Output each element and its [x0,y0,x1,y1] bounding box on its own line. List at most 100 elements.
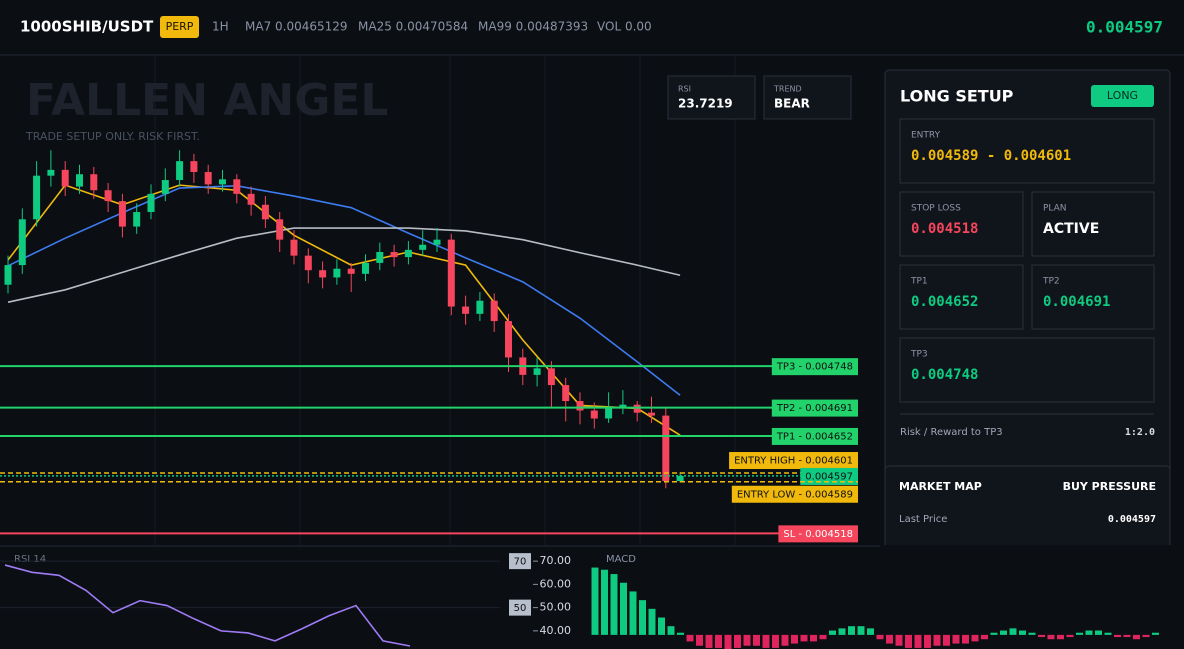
macd-bar [810,634,817,642]
plan-value: ACTIVE [1043,221,1099,237]
macd-bar [838,628,846,635]
candle-body [447,239,455,307]
candle-body [204,172,212,185]
macd-bar [1038,634,1045,638]
candle-body [605,408,613,419]
level-tag-bg [731,485,858,503]
candle-body [276,219,284,240]
candle-body [104,190,112,202]
tp3-label: TP3 [910,350,928,360]
macd-bar [1019,630,1026,635]
macd-bar [800,634,808,642]
macd-bar [648,608,656,635]
ma7-readout: MA7 0.00465129 [245,20,348,34]
sl-card [899,191,1024,257]
interval[interactable]: 1H [212,20,229,34]
candle-body [176,161,184,181]
candle-body [404,249,412,258]
sl-label: STOP LOSS [911,204,961,214]
sl-value: 0.004518 [911,221,978,237]
last-price: 0.004597 [1086,18,1163,37]
macd-bar [971,634,979,642]
rr-label: Risk / Reward to TP3 [900,427,1003,438]
candle-body [433,239,441,245]
tp1-label: TP1 [910,277,928,287]
rsi-level-tag: 50 [514,603,527,614]
macd-bar [620,582,627,635]
macd-bar [990,632,998,635]
level-tag: ENTRY LOW - 0.004589 [737,489,853,500]
macd-bar [724,634,732,649]
macd-bar [848,626,855,635]
trend-box-value: BEAR [774,97,810,111]
entry-range: 0.004589 - 0.004601 [911,148,1071,164]
perp-badge: PERP [166,20,194,33]
candle-body [476,300,484,314]
trend-box-label: TREND [773,85,802,94]
macd-bar [667,626,675,635]
candle-body [161,180,169,194]
candle-body [4,265,12,285]
price-chart: TP3 - 0.004748 TP2 - 0.004691 TP1 - 0.0046… [0,150,858,543]
candle-body [648,412,655,416]
level-tag-bg [771,427,858,445]
level-tag: ENTRY HIGH - 0.004601 [734,456,853,467]
macd-bar [772,634,779,648]
rr-value: 1:2.0 [1125,427,1155,438]
perp-badge-bg [160,16,199,38]
macd-bar [867,628,874,635]
macd-bar [791,634,798,644]
level-tag: TP3 - 0.004748 [776,362,853,373]
macd-bar [696,634,703,646]
ma25-readout: MA25 0.00470584 [358,20,468,34]
macd-bar [1000,630,1007,635]
macd-bar [1009,628,1017,635]
candle-body [533,368,541,375]
candle-body [247,193,255,205]
level-tag-bg [800,467,858,485]
macd-bar [876,634,884,640]
y-tick-label: 70.00 [540,554,572,567]
entry-label: ENTRY [911,131,941,141]
watermark-subtitle: TRADE SETUP ONLY. RISK FIRST. [25,130,200,143]
setup-title: LONG SETUP [900,87,1014,106]
market-panel [884,465,1171,549]
rsi-level-tag-bg [509,553,531,570]
market-title: MARKET MAP [899,480,982,493]
macd-bar [952,634,960,644]
tp2-value: 0.004691 [1043,294,1110,310]
macd-bar [753,634,760,646]
candle-body [61,169,69,187]
tp3-card [899,337,1155,403]
candle-body [505,321,512,358]
candle-body [118,201,126,227]
candle-body [333,268,341,278]
macd-bar [1133,634,1140,640]
macd-bar [591,567,599,635]
level-tag: TP1 - 0.004652 [776,431,853,442]
candle-body [619,404,627,409]
market-last-price: 0.004597 [1108,514,1156,525]
symbol[interactable]: 1000SHIB/USDT [20,18,154,36]
rsi-chart: RSI 14 70 50 70.00 60.00 50.00 40.00 [0,553,572,647]
macd-bar [686,634,694,642]
level-tag: TP2 - 0.004691 [776,403,853,414]
long-button[interactable] [1091,85,1154,107]
candle-body [190,161,198,173]
macd-bar [1047,634,1055,640]
level-tag: 0.004597 [805,471,853,482]
macd-bar [1076,632,1083,635]
candle-body [76,174,83,187]
macd-bar [715,634,722,648]
entry-card [899,118,1155,184]
moving-average [7,227,681,303]
y-tick-label: 40.00 [540,624,572,637]
candle-body [390,252,398,258]
long-button-label[interactable]: LONG [1107,89,1138,102]
rsi-box [667,75,756,120]
volume-readout: VOL 0.00 [597,20,652,34]
macd-bar [1104,632,1112,635]
tp3-value: 0.004748 [911,367,978,383]
macd-bar [1142,634,1150,638]
